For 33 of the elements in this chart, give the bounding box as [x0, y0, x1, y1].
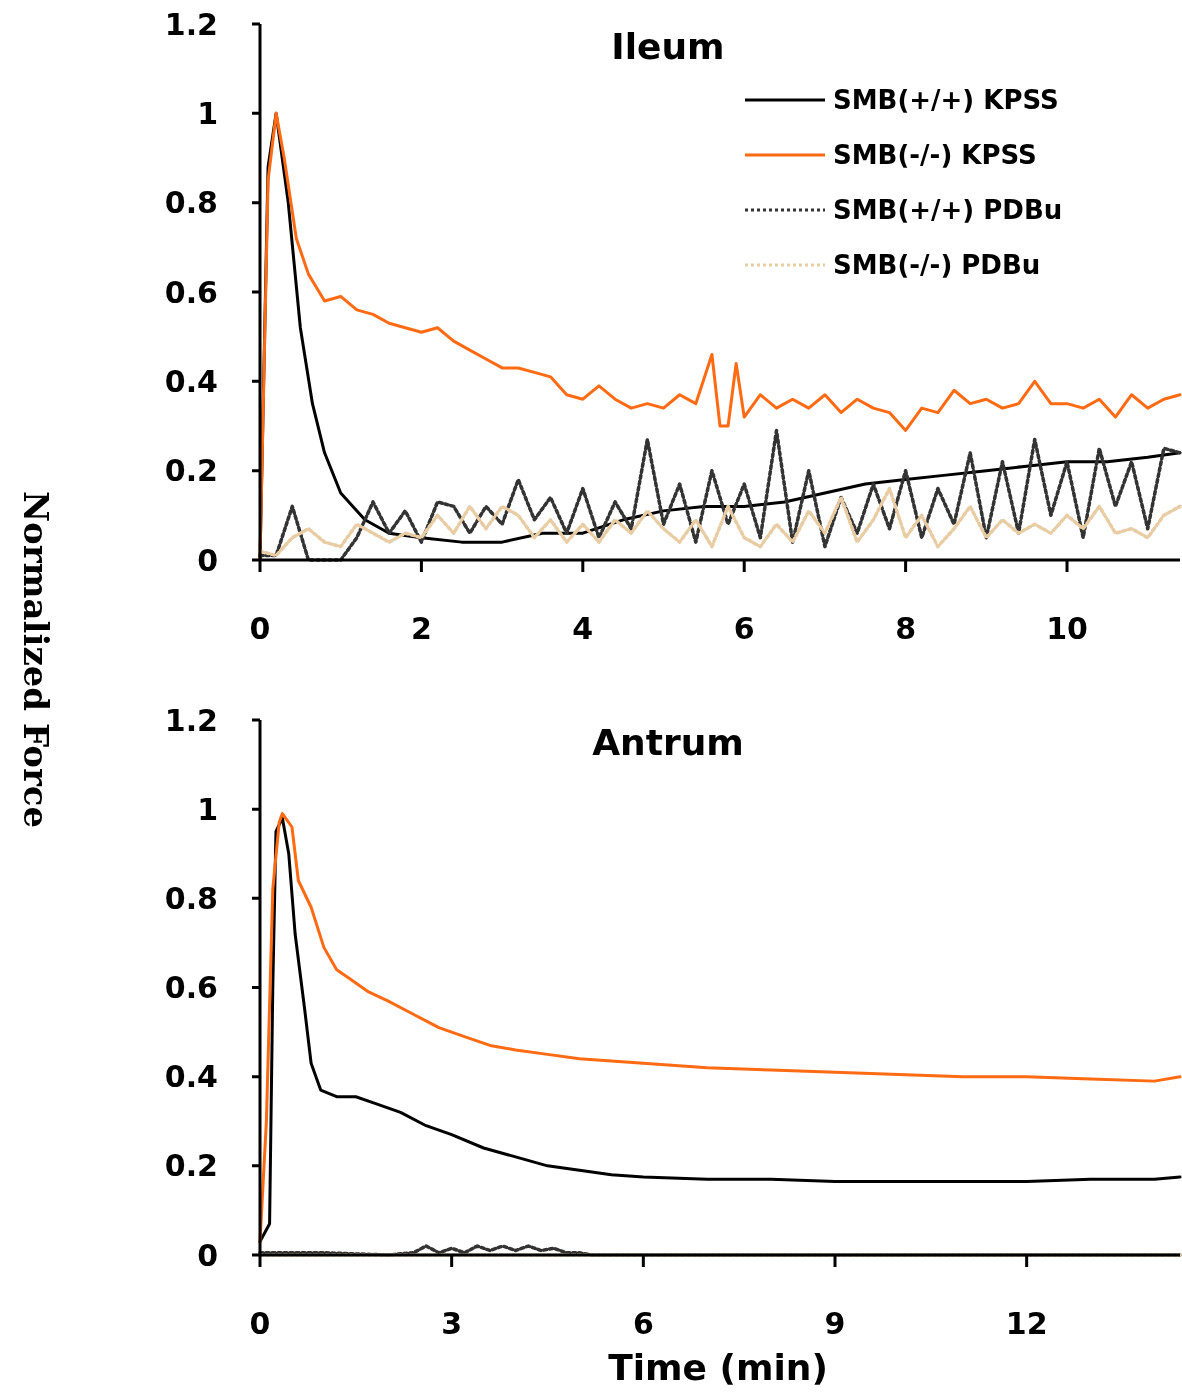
y-axis-title: Normalized Force	[16, 490, 56, 829]
legend-label: SMB(-/-) PDBu	[833, 250, 1041, 280]
chart-title: Antrum	[592, 721, 744, 763]
legend-label: SMB(+/+) PDBu	[833, 195, 1063, 225]
x-tick-label: 12	[1005, 1305, 1048, 1341]
legend-label: SMB(-/-) KPSS	[833, 140, 1037, 170]
y-tick-label: 1.2	[164, 702, 218, 738]
y-tick-label: 1	[197, 791, 218, 827]
x-tick-label: 2	[410, 610, 432, 646]
legend-label: SMB(+/+) KPSS	[833, 85, 1059, 115]
y-tick-label: 0.2	[164, 453, 218, 489]
y-tick-label: 1.2	[164, 6, 218, 42]
y-tick-label: 0.4	[164, 1059, 218, 1095]
y-tick-label: 0.8	[164, 185, 218, 221]
x-tick-label: 0	[249, 1305, 271, 1341]
y-tick-label: 0	[197, 542, 218, 578]
y-tick-label: 0.4	[164, 363, 218, 399]
x-tick-label: 9	[824, 1305, 846, 1341]
y-tick-label: 0.6	[164, 274, 218, 310]
y-tick-label: 0.6	[164, 970, 218, 1005]
x-axis-title: Time (min)	[608, 1346, 828, 1388]
y-tick-label: 0	[197, 1237, 218, 1273]
y-tick-label: 0.2	[164, 1148, 218, 1184]
x-tick-label: 8	[895, 610, 917, 646]
y-tick-label: 0.8	[164, 880, 218, 916]
x-tick-label: 4	[572, 610, 594, 646]
y-tick-label: 1	[197, 95, 218, 131]
x-tick-label: 6	[733, 610, 755, 646]
chart-title: Ileum	[611, 25, 725, 67]
x-tick-label: 10	[1046, 610, 1088, 646]
x-tick-label: 6	[632, 1305, 654, 1341]
x-tick-label: 3	[441, 1305, 463, 1341]
x-tick-label: 0	[249, 610, 271, 646]
